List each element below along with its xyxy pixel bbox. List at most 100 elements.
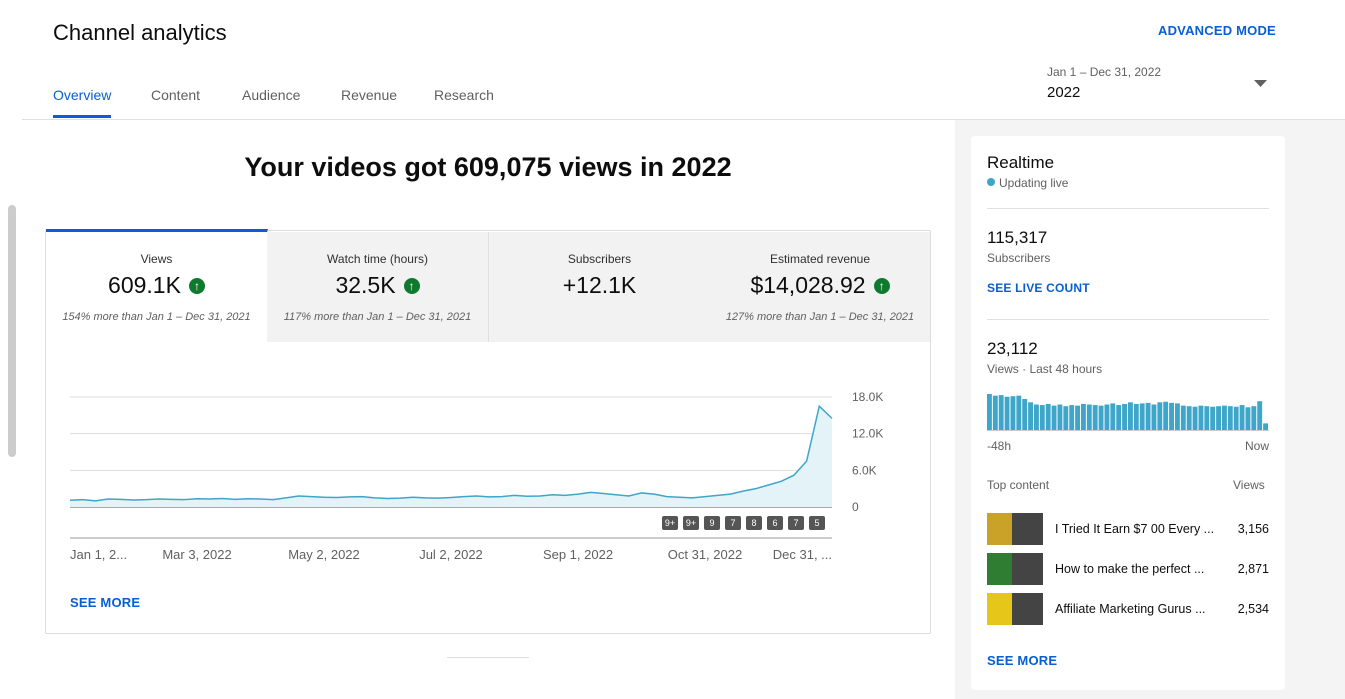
bar — [1069, 405, 1075, 430]
tab[interactable]: Content — [151, 87, 201, 103]
video-marker — [683, 516, 699, 530]
bar — [1057, 404, 1063, 430]
see-more[interactable]: SEE MORE — [70, 595, 141, 610]
metric-value: 609.1K — [108, 272, 181, 298]
tab[interactable]: Research — [434, 87, 494, 103]
video-marker — [725, 516, 741, 530]
video-views: 2,534 — [1237, 602, 1269, 616]
y-tick-label: 12.0K — [852, 427, 883, 441]
see-more[interactable]: SEE MORE — [987, 653, 1058, 668]
video-marker-label: 9+ — [665, 518, 675, 528]
view-count: 23,112 — [987, 339, 1038, 358]
bar — [1227, 406, 1233, 430]
see-live-count[interactable]: SEE LIVE COUNT — [987, 281, 1090, 295]
bar — [1075, 405, 1080, 430]
tab[interactable]: Revenue — [341, 87, 398, 103]
bar — [1233, 406, 1239, 430]
divider — [987, 319, 1269, 320]
bar — [1139, 403, 1145, 430]
video-marker — [704, 516, 720, 530]
view-label: Views · Last 48 hours — [987, 362, 1103, 376]
bar — [1128, 402, 1133, 430]
y-tick-label: 6.0K — [852, 463, 877, 477]
bar — [1092, 405, 1098, 430]
date-range[interactable]: Jan 1 – Dec 31, 2022 — [1047, 65, 1162, 79]
dropdown-icon[interactable] — [1254, 80, 1268, 88]
x-tick-label: Jul 2, 2022 — [419, 547, 483, 562]
area — [70, 406, 832, 507]
x-start-label: -48h — [987, 439, 1011, 453]
x-tick-label: Dec 31, ... — [773, 547, 832, 562]
x-tick-label: Mar 3, 2022 — [162, 547, 231, 562]
bar — [1251, 406, 1257, 430]
bar — [1157, 402, 1163, 430]
video-marker-label: 8 — [751, 518, 756, 528]
bar — [1210, 406, 1216, 430]
video-marker — [788, 516, 804, 530]
video-title[interactable]: Affiliate Marketing Gurus ... — [1055, 602, 1206, 616]
tab[interactable]: Audience — [242, 87, 301, 103]
bar — [1204, 406, 1210, 430]
subscriber-label: Subscribers — [987, 251, 1051, 265]
bar — [1086, 404, 1092, 430]
thumbnail[interactable] — [987, 513, 1043, 545]
bar — [1039, 405, 1045, 430]
bar — [1145, 402, 1151, 430]
metric-value: $14,028.92 — [750, 272, 866, 298]
x-tick-label: Oct 31, 2022 — [668, 547, 742, 562]
line — [69, 404, 833, 502]
bar — [1257, 401, 1263, 430]
bar — [1192, 406, 1198, 430]
metric-card[interactable]: Subscribers +12.1K — [489, 232, 711, 342]
bar — [1110, 403, 1116, 430]
video-marker-label: 7 — [793, 518, 798, 528]
y-tick-label: 0 — [852, 500, 859, 514]
realtime-title: Realtime — [987, 153, 1055, 172]
bar — [1045, 403, 1051, 430]
divider — [447, 657, 529, 658]
metric-card[interactable]: Watch time (hours) 32.5K ↑ 117% more than J… — [267, 232, 489, 342]
page-title: Channel analytics — [53, 20, 227, 45]
metric-comparison: 154% more than Jan 1 – Dec 31, 2021 — [62, 311, 251, 323]
bar — [1216, 406, 1221, 430]
views-header: Views — [1233, 478, 1265, 492]
bar — [1104, 404, 1110, 430]
top-content-header: Top content — [987, 478, 1050, 492]
bar — [1063, 406, 1069, 430]
video-marker-label: 9 — [709, 518, 714, 528]
bar — [1163, 401, 1169, 430]
advanced-mode[interactable]: ADVANCED MODE — [1158, 23, 1276, 38]
bar — [1028, 402, 1033, 430]
video-marker-label: 9+ — [686, 518, 696, 528]
scrollbar — [8, 205, 16, 457]
y-tick-label: 18.0K — [852, 390, 883, 404]
x-tick-label: Sep 1, 2022 — [543, 547, 613, 562]
metric-value: +12.1K — [562, 272, 637, 298]
video-title[interactable]: I Tried It Earn $7 00 Every ... — [1055, 522, 1215, 536]
metric-comparison: 127% more than Jan 1 – Dec 31, 2021 — [725, 311, 915, 323]
bar — [1222, 405, 1227, 430]
realtime-status: Updating live — [999, 176, 1069, 190]
bar — [1263, 423, 1268, 430]
bar — [987, 394, 992, 430]
metric-card[interactable]: Estimated revenue $14,028.92 ↑ 127% more th… — [710, 232, 930, 342]
metric-card[interactable]: Views 609.1K ↑ 154% more than Jan 1 – Dec 3… — [46, 229, 268, 342]
video-views: 3,156 — [1237, 522, 1269, 536]
bar — [1081, 403, 1086, 430]
thumbnail[interactable] — [987, 553, 1043, 585]
x-tick-label: Jan 1, 2... — [70, 547, 127, 562]
bar — [1116, 405, 1122, 430]
video-title[interactable]: How to make the perfect ... — [1055, 562, 1205, 576]
thumbnail[interactable] — [987, 593, 1043, 625]
video-marker — [809, 516, 825, 530]
bar — [1151, 404, 1157, 430]
bar — [1198, 405, 1204, 430]
metric-comparison: 117% more than Jan 1 – Dec 31, 2021 — [283, 311, 472, 323]
live-dot — [987, 178, 995, 186]
divider — [22, 119, 1345, 120]
bar — [998, 395, 1004, 430]
tab[interactable]: Overview — [53, 87, 112, 103]
video-marker-label: 6 — [772, 518, 777, 528]
date-label[interactable]: 2022 — [1047, 84, 1081, 101]
